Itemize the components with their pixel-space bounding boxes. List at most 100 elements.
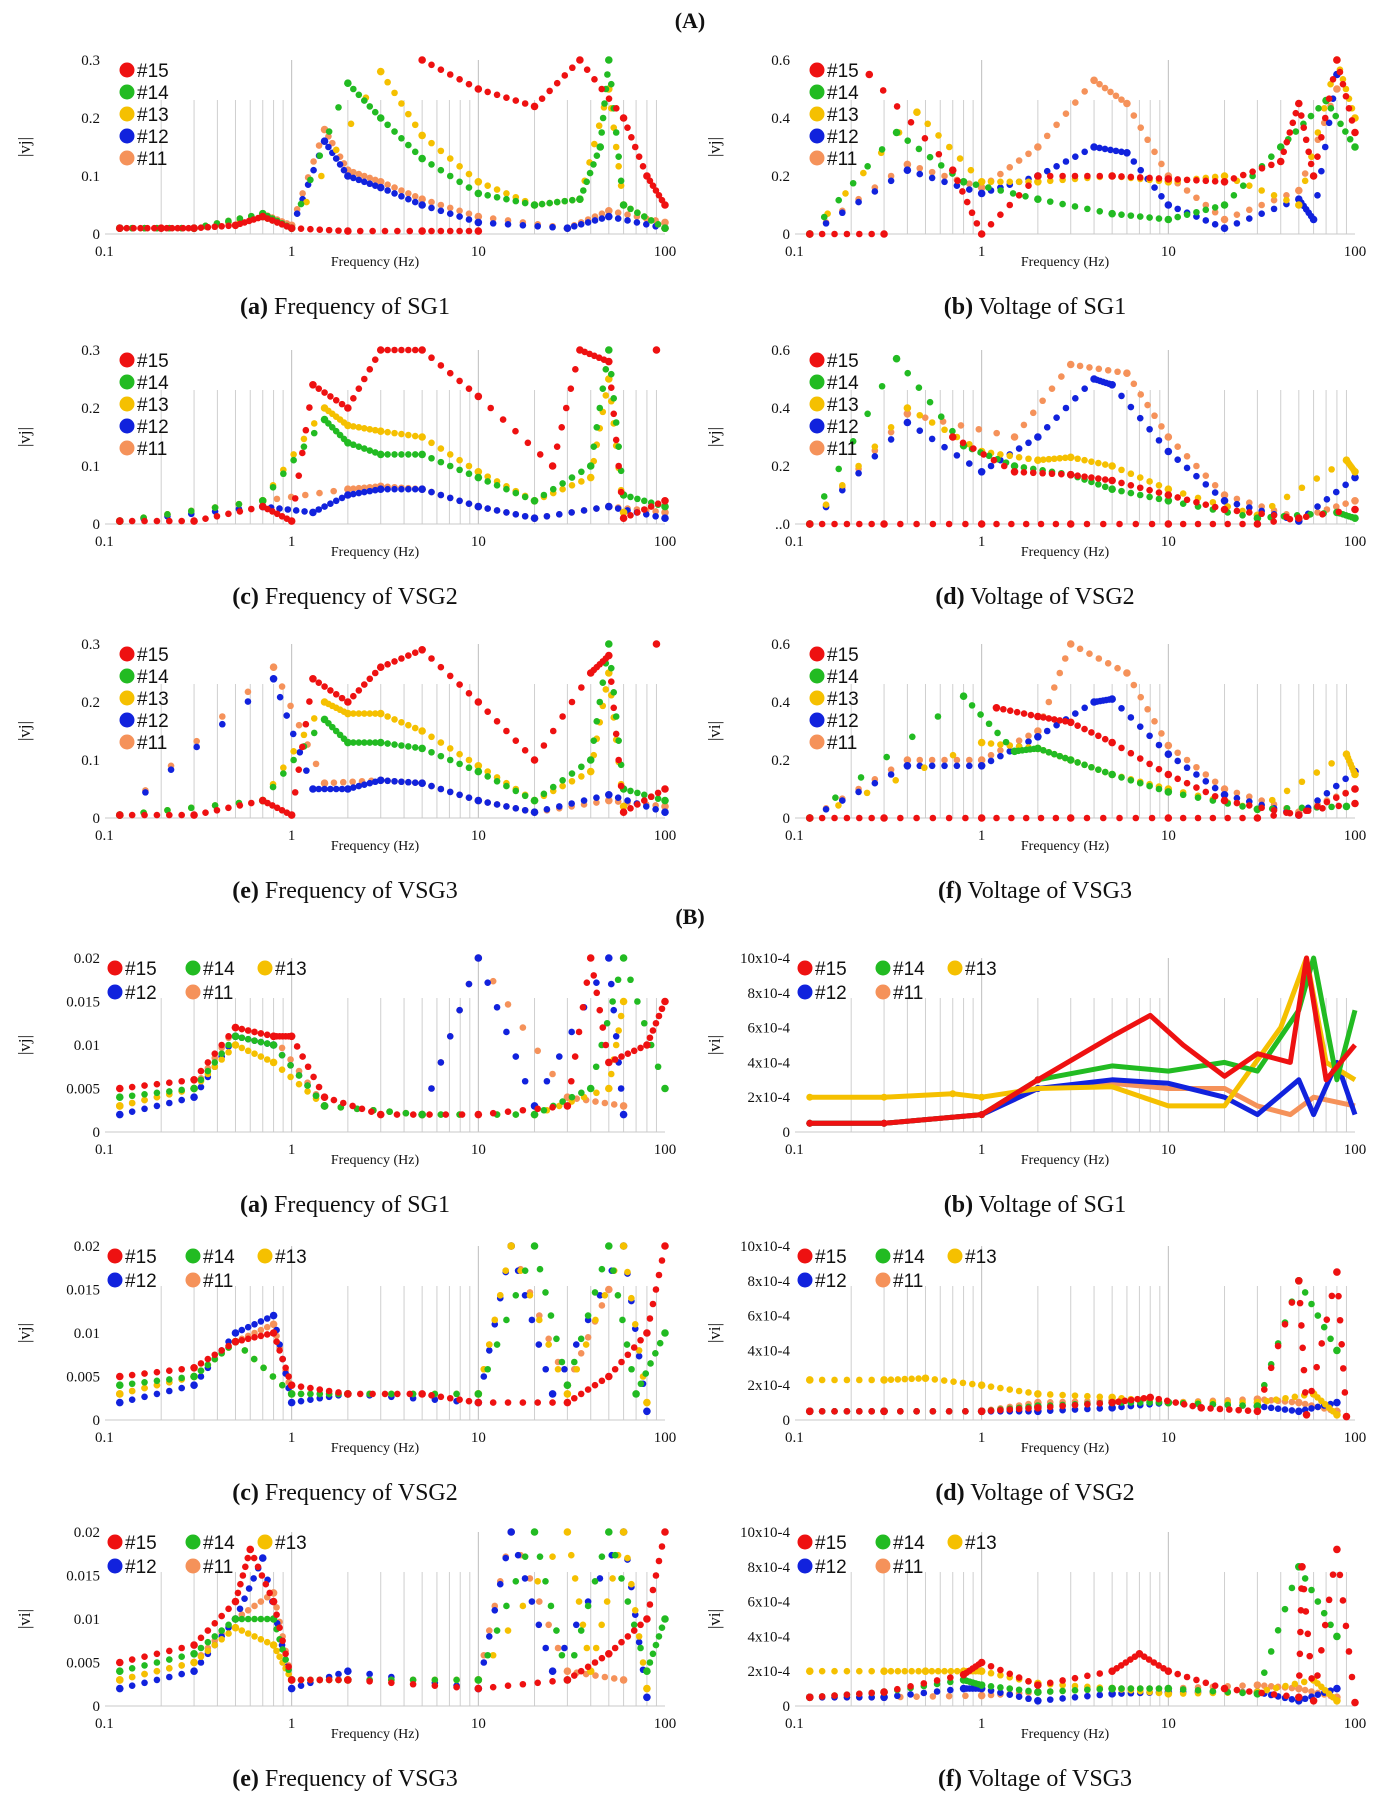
caption-label: (b) xyxy=(943,1192,974,1218)
data-point xyxy=(571,1575,579,1582)
data-point xyxy=(1127,173,1135,181)
data-point xyxy=(1202,206,1210,214)
data-point xyxy=(1090,76,1098,85)
data-point xyxy=(1328,466,1335,473)
y-tick-label: 8x10-4 xyxy=(748,986,791,1002)
data-point xyxy=(278,1044,286,1052)
data-point xyxy=(1136,474,1144,481)
data-point xyxy=(1086,364,1093,371)
data-point xyxy=(598,1265,606,1273)
data-point xyxy=(1034,1688,1042,1696)
data-point xyxy=(592,1316,599,1324)
data-point xyxy=(593,718,601,725)
data-point xyxy=(178,811,185,819)
data-point xyxy=(167,766,175,773)
data-point xyxy=(916,756,924,764)
data-point xyxy=(627,976,634,984)
data-point xyxy=(493,186,501,193)
data-point xyxy=(190,1650,198,1658)
data-point xyxy=(1034,1404,1042,1412)
data-point xyxy=(1298,1322,1305,1329)
data-point xyxy=(591,140,598,148)
data-point xyxy=(1289,119,1297,127)
data-point xyxy=(661,997,669,1006)
data-point xyxy=(115,1390,124,1398)
data-point xyxy=(1299,1344,1306,1352)
data-point xyxy=(128,1387,136,1395)
data-point xyxy=(1245,1688,1253,1695)
data-point xyxy=(617,782,625,790)
data-point xyxy=(141,1393,148,1401)
data-point xyxy=(1295,514,1303,522)
series-13 xyxy=(115,1242,651,1407)
data-point xyxy=(153,1390,161,1398)
data-point xyxy=(456,456,463,464)
data-point xyxy=(1164,1690,1173,1698)
data-point xyxy=(1318,1340,1326,1347)
data-point xyxy=(503,190,510,197)
data-point xyxy=(637,1336,644,1344)
data-point xyxy=(536,1553,544,1560)
data-point xyxy=(503,485,510,493)
y-tick-label: 0 xyxy=(93,1125,101,1141)
data-point xyxy=(502,1554,510,1562)
data-point xyxy=(941,1667,948,1675)
data-point xyxy=(652,187,660,194)
data-point xyxy=(291,789,299,796)
data-point xyxy=(190,1667,198,1675)
data-point xyxy=(1183,187,1191,194)
data-point xyxy=(340,419,348,426)
legend: #15#14#13#12#11 xyxy=(797,1533,997,1578)
data-point xyxy=(405,110,412,118)
data-point xyxy=(338,400,346,408)
y-axis-label: |vi| xyxy=(705,721,724,741)
data-point xyxy=(549,223,556,231)
data-point xyxy=(1034,733,1042,741)
data-point xyxy=(344,491,352,499)
data-point xyxy=(892,128,901,137)
data-point xyxy=(968,702,976,709)
data-point xyxy=(592,1672,599,1679)
data-point xyxy=(577,1390,585,1398)
data-point xyxy=(591,1289,599,1296)
data-point xyxy=(507,1528,516,1536)
data-point xyxy=(166,1376,173,1383)
y-axis-label: |vj| xyxy=(15,427,34,447)
data-point xyxy=(297,1676,305,1684)
y-tick-label: 0.6 xyxy=(771,53,790,69)
data-point xyxy=(1258,1689,1265,1697)
data-point xyxy=(1108,1690,1116,1698)
data-point xyxy=(1034,1390,1042,1398)
data-point xyxy=(571,1053,579,1060)
data-point xyxy=(649,1300,657,1308)
data-point xyxy=(290,748,297,755)
data-point xyxy=(839,797,846,804)
data-point xyxy=(166,1387,173,1395)
x-tick-label: 10 xyxy=(1161,534,1176,550)
data-point xyxy=(916,170,924,178)
data-point xyxy=(820,493,828,500)
data-point xyxy=(591,1578,599,1585)
legend-label: #14 xyxy=(137,667,169,688)
data-point xyxy=(1233,507,1241,515)
data-point xyxy=(204,1638,212,1646)
panel-caption: (d) Voltage of VSG2 xyxy=(690,584,1380,611)
data-point xyxy=(512,1292,520,1299)
data-point xyxy=(1105,696,1113,703)
x-tick-label: 100 xyxy=(654,534,677,550)
data-point xyxy=(1025,738,1032,745)
data-point xyxy=(1253,1407,1262,1416)
legend-label: #14 xyxy=(137,83,169,104)
data-point xyxy=(411,198,419,206)
data-point xyxy=(350,784,357,791)
data-point xyxy=(1015,1686,1023,1694)
data-point xyxy=(647,217,655,224)
data-point xyxy=(1084,1392,1091,1400)
data-point xyxy=(1329,1571,1337,1578)
legend-label: #12 xyxy=(827,711,859,732)
data-point xyxy=(614,976,622,984)
data-point xyxy=(553,443,561,450)
data-point xyxy=(637,1621,644,1629)
data-point xyxy=(901,1375,909,1383)
